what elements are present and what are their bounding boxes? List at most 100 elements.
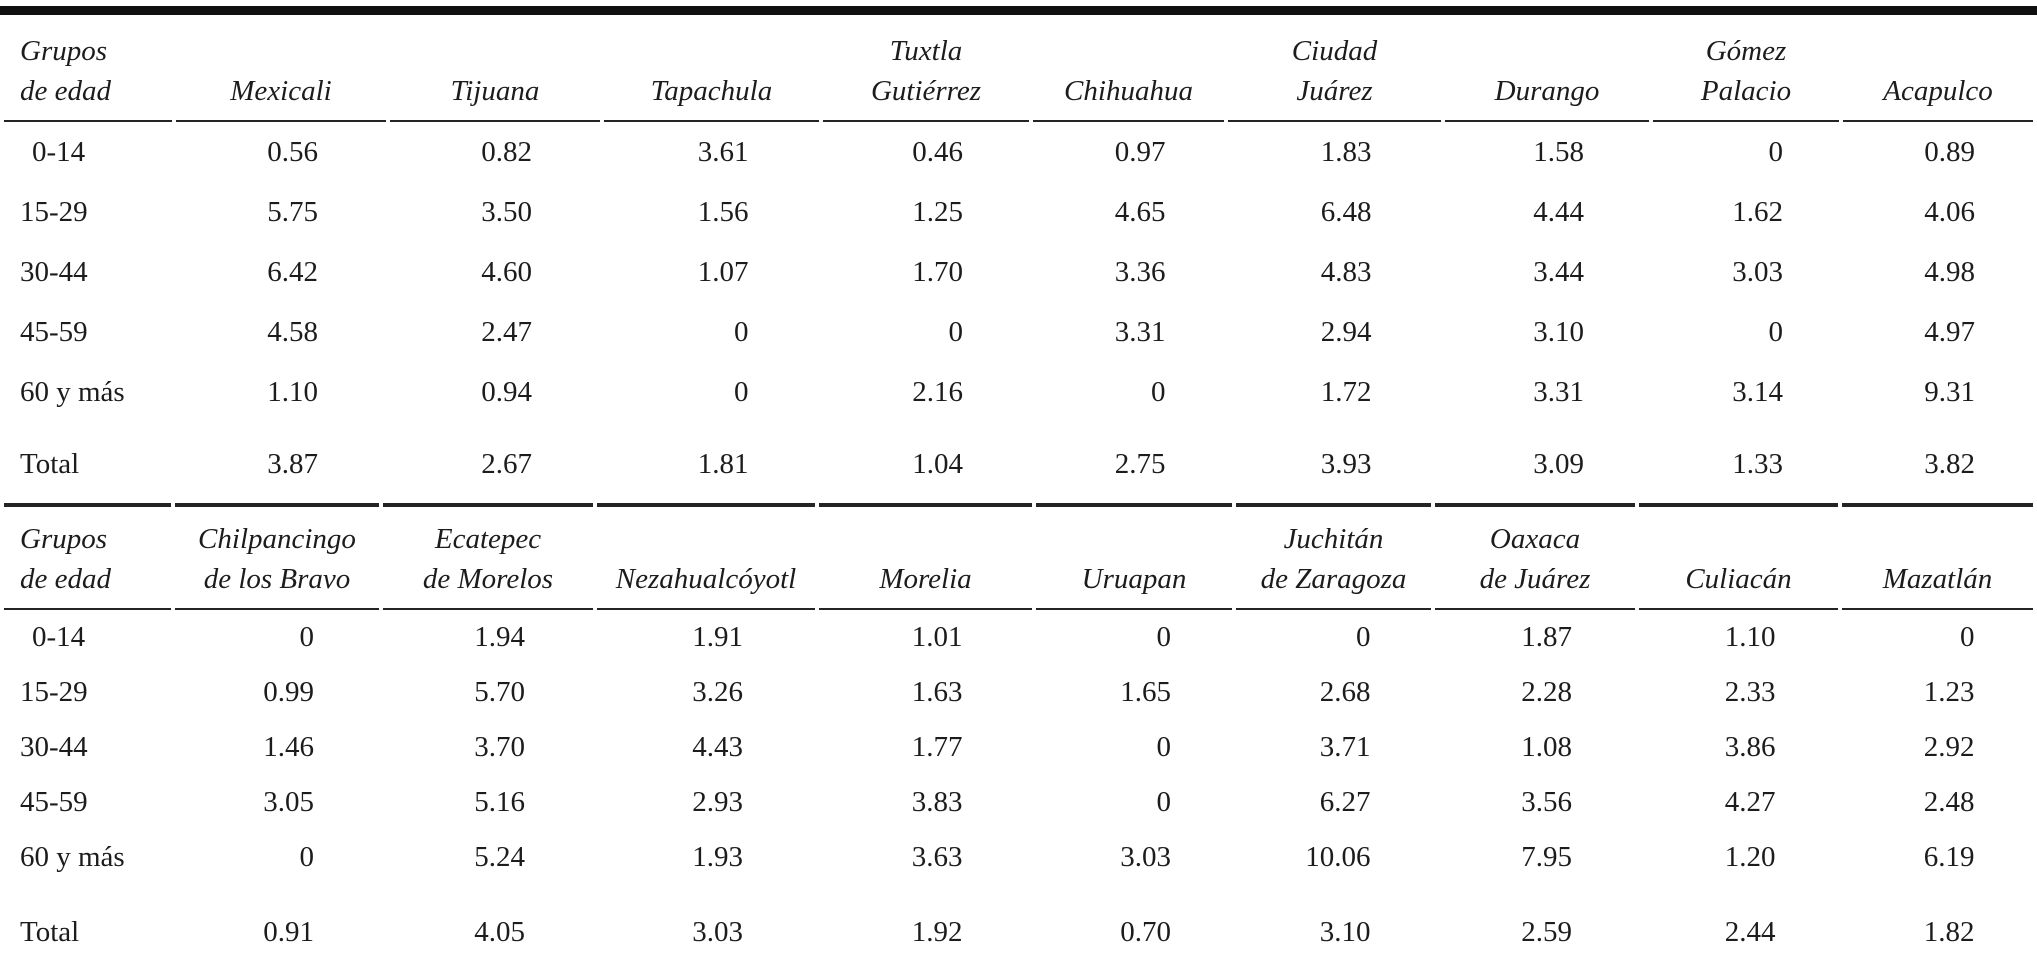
value-cell: 1.04 <box>823 422 1029 500</box>
value-cell: 0 <box>1036 610 1232 665</box>
table-row: 15-29 5.75 3.50 1.56 1.25 4.65 6.48 4.44… <box>4 182 2033 242</box>
value-cell: 1.01 <box>819 610 1032 665</box>
header-line-bottom: de edad <box>20 563 111 595</box>
value-cell: 3.87 <box>176 422 386 500</box>
value-text: 4.44 <box>1533 195 1584 228</box>
value-text: 2.28 <box>1521 676 1572 708</box>
age-group-label: 45-59 <box>20 786 88 818</box>
value-text: 1.56 <box>697 195 749 228</box>
city-column-header: Acapulco <box>1843 15 2033 122</box>
value-cell: 0.82 <box>390 122 600 182</box>
header-line-top: Chilpancingo <box>198 523 356 555</box>
value-text: 2.44 <box>1724 915 1776 948</box>
value-cell: 1.77 <box>819 720 1032 775</box>
header-line-top: Gómez <box>1705 35 1787 67</box>
value-cell: 4.43 <box>597 720 815 775</box>
value-text: 3.93 <box>1320 447 1372 480</box>
value-cell: 1.65 <box>1036 665 1232 720</box>
header-line-bottom: Tapachula <box>650 75 773 107</box>
city-column-header: Chihuahua <box>1033 15 1224 122</box>
value-cell: 0.70 <box>1036 885 1232 969</box>
city-column-header: Morelia <box>819 503 1032 610</box>
city-column-header: Tijuana <box>390 15 600 122</box>
upper-table: Grupos de edad Mexicali Tijuana Tapachul… <box>0 15 2037 500</box>
value-text: 1.91 <box>692 621 743 653</box>
value-cell: 0.91 <box>175 885 379 969</box>
value-text: 3.86 <box>1724 731 1776 763</box>
value-text: 1.07 <box>697 255 749 288</box>
value-cell: 2.44 <box>1639 885 1838 969</box>
value-text: 4.58 <box>267 315 318 348</box>
value-cell: 0 <box>175 830 379 885</box>
value-text: 6.19 <box>1923 841 1975 873</box>
value-cell: 0 <box>604 302 819 362</box>
value-cell: 3.36 <box>1033 242 1224 302</box>
value-cell: 1.10 <box>1639 610 1838 665</box>
value-cell: 5.70 <box>383 665 593 720</box>
value-cell: 1.46 <box>175 720 379 775</box>
value-text: 3.50 <box>481 195 532 228</box>
value-text: 2.94 <box>1320 315 1372 348</box>
value-cell: 0 <box>1033 362 1224 422</box>
value-text: 1.87 <box>1521 621 1572 653</box>
value-cell: 0 <box>1036 775 1232 830</box>
header-line-top: Grupos <box>20 523 108 555</box>
value-cell: 2.28 <box>1435 665 1635 720</box>
value-text: 6.48 <box>1320 195 1372 228</box>
value-cell: 2.68 <box>1236 665 1431 720</box>
city-column-header: Oaxaca de Juárez <box>1435 503 1635 610</box>
value-text: 3.14 <box>1732 375 1783 408</box>
table-row: 30-44 6.42 4.60 1.07 1.70 3.36 4.83 3.44… <box>4 242 2033 302</box>
value-text: 3.83 <box>911 786 963 818</box>
value-text: 3.44 <box>1533 255 1584 288</box>
value-cell: 1.25 <box>823 182 1029 242</box>
value-text: 2.33 <box>1724 676 1776 708</box>
value-cell: 0 <box>175 610 379 665</box>
value-text: 0 <box>1768 315 1784 348</box>
age-group-label: 60 y más <box>20 375 125 408</box>
value-cell: 3.10 <box>1445 302 1649 362</box>
value-cell: 4.60 <box>390 242 600 302</box>
value-text: 4.65 <box>1114 195 1166 228</box>
value-text: 0 <box>1151 375 1166 408</box>
value-text: 0.82 <box>481 135 532 168</box>
value-cell: 2.94 <box>1228 302 1441 362</box>
value-text: 3.03 <box>692 915 743 948</box>
header-line-bottom: de los Bravo <box>203 563 351 595</box>
value-text: 1.82 <box>1923 915 1975 948</box>
value-cell: 3.05 <box>175 775 379 830</box>
value-text: 1.23 <box>1923 676 1975 708</box>
value-cell: 4.98 <box>1843 242 2033 302</box>
value-text: 0 <box>1156 731 1172 763</box>
header-line-bottom: de edad <box>20 75 111 107</box>
value-cell: 2.93 <box>597 775 815 830</box>
value-text: 0.70 <box>1120 915 1171 948</box>
value-text: 0 <box>734 315 749 348</box>
value-cell: 6.48 <box>1228 182 1441 242</box>
value-text: 3.10 <box>1319 915 1371 948</box>
header-line-bottom: Chihuahua <box>1064 75 1193 107</box>
value-cell: 2.47 <box>390 302 600 362</box>
value-text: 0 <box>1156 786 1172 818</box>
value-text: 0 <box>1156 621 1172 653</box>
value-text: 1.10 <box>267 375 318 408</box>
value-text: 1.08 <box>1521 731 1572 763</box>
value-cell: 0 <box>1653 302 1839 362</box>
header-line-bottom: Uruapan <box>1081 563 1187 595</box>
value-text: 9.31 <box>1924 375 1975 408</box>
value-text: 0.89 <box>1924 135 1975 168</box>
value-text: 0 <box>1960 621 1975 653</box>
table-row: 15-29 0.99 5.70 3.26 1.63 1.65 2.68 2.28… <box>4 665 2033 720</box>
value-text: 1.81 <box>697 447 749 480</box>
value-cell: 7.95 <box>1435 830 1635 885</box>
value-cell: 3.31 <box>1033 302 1224 362</box>
value-cell: 4.06 <box>1843 182 2033 242</box>
value-text: 4.98 <box>1924 255 1975 288</box>
value-text: 0.46 <box>912 135 963 168</box>
value-cell: 6.19 <box>1842 830 2033 885</box>
header-line-bottom: Culiacán <box>1685 563 1792 595</box>
value-text: 3.03 <box>1732 255 1783 288</box>
value-text: 1.92 <box>911 915 963 948</box>
value-text: 3.82 <box>1924 447 1975 480</box>
age-group-label: 30-44 <box>20 255 88 288</box>
